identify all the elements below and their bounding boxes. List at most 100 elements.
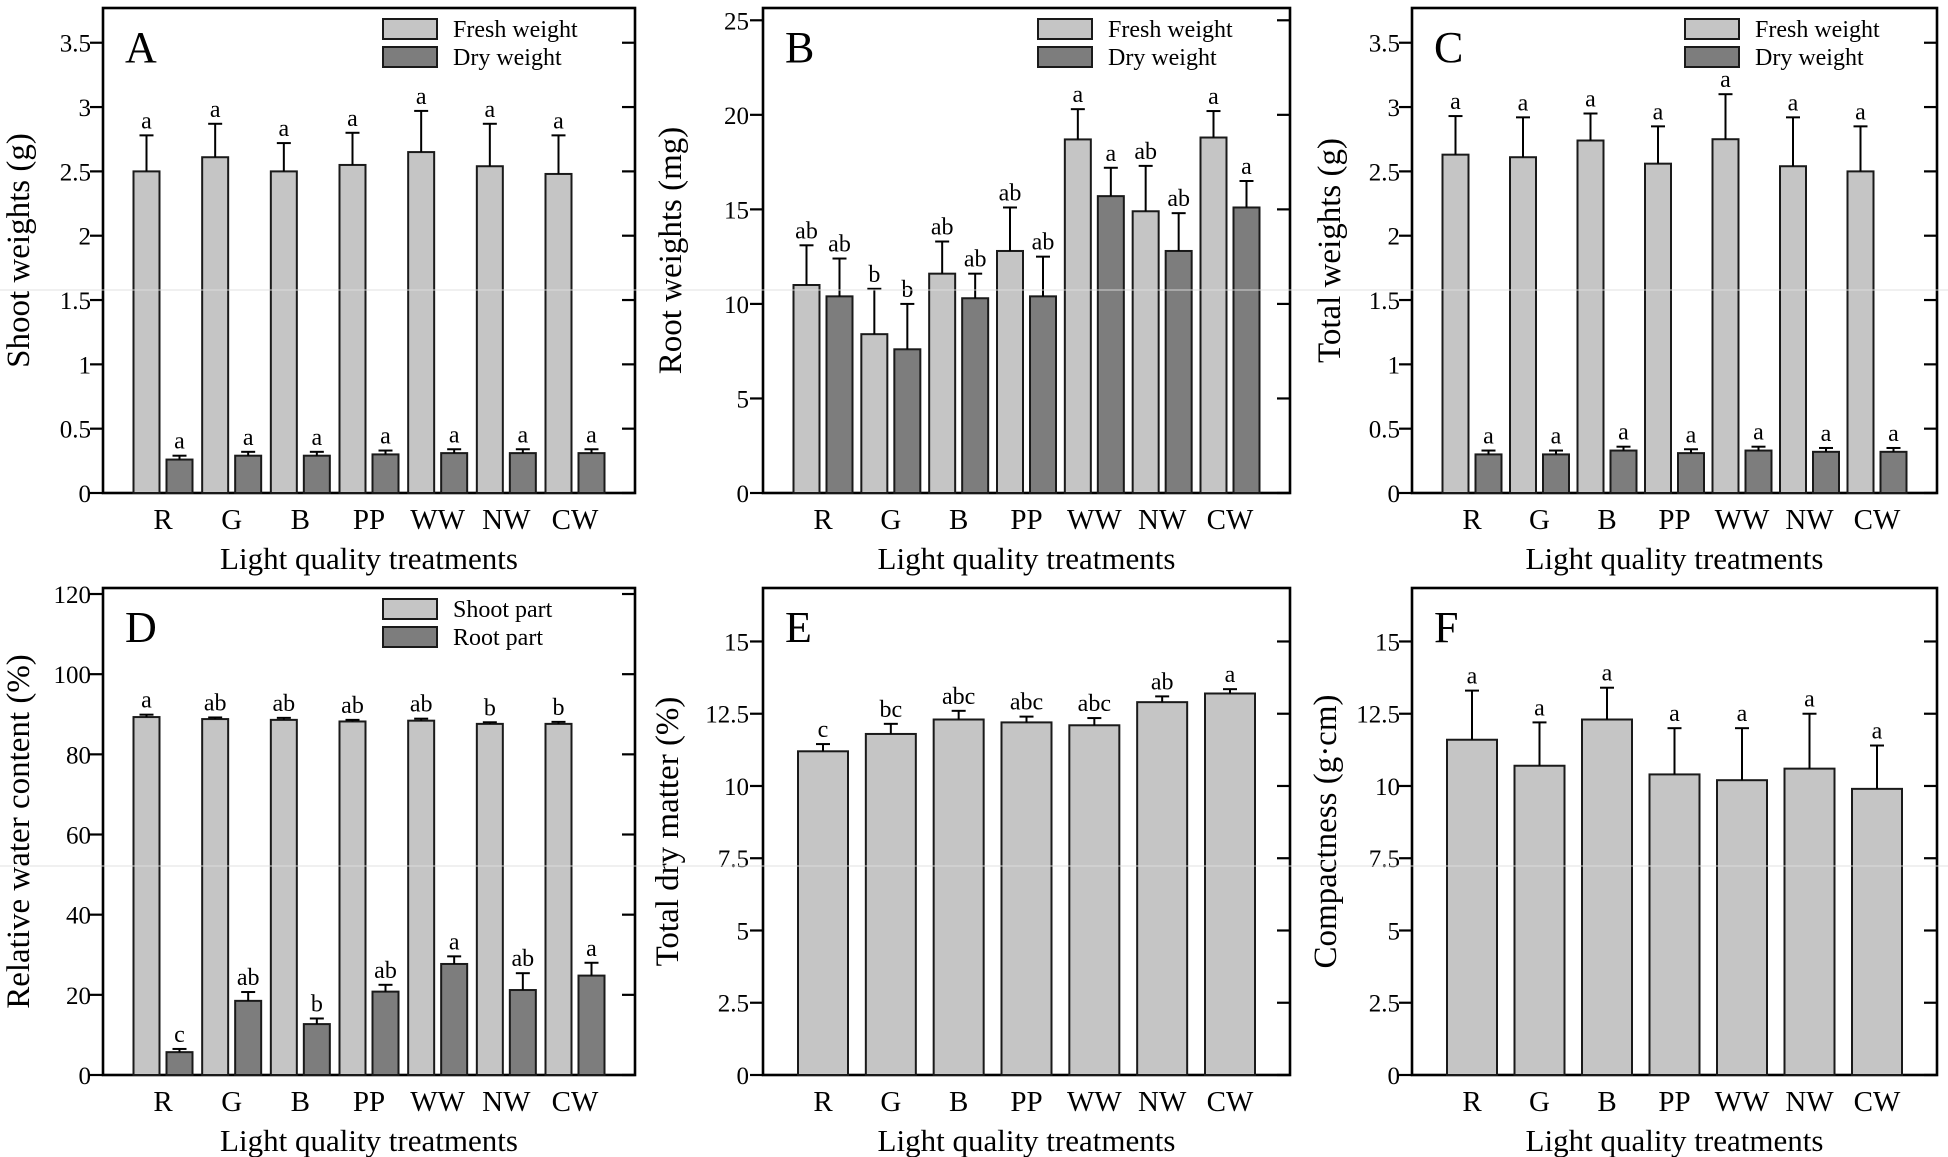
y-tick-label-F-5: 5	[1388, 918, 1401, 945]
bar-D-root-part-PP	[371, 990, 400, 1076]
bar-F-compactness-R	[1446, 738, 1498, 1076]
y-tick-label-C-1.5: 1.5	[1369, 288, 1400, 315]
y-tick-label-C-3: 3	[1388, 95, 1401, 122]
panel-letter-E: E	[785, 603, 812, 652]
x-category-label-E-WW: WW	[1067, 1086, 1122, 1118]
x-category-label-B-PP: PP	[1010, 504, 1042, 536]
y-tick-label-B-5: 5	[737, 386, 750, 413]
bar-A-dry-weight-B	[302, 454, 331, 495]
x-axis-title-E: Light quality treatments	[878, 1123, 1176, 1157]
sig-letter-B-WW-0: a	[1073, 82, 1084, 108]
x-axis-title-C: Light quality treatments	[1526, 541, 1824, 576]
sig-letter-A-R-1: a	[174, 429, 185, 455]
sig-letter-B-PP-1: ab	[1032, 230, 1055, 256]
x-axis-title-F: Light quality treatments	[1526, 1123, 1824, 1157]
y-axis-title-D: Relative water content (%)	[1, 654, 37, 1009]
sig-letter-F-R-0: a	[1467, 664, 1478, 690]
y-tick-label-A-1: 1	[79, 352, 92, 379]
x-category-label-D-NW: NW	[482, 1086, 531, 1118]
panel-letter-F: F	[1434, 603, 1458, 652]
bar-D-shoot-part-PP	[338, 720, 367, 1076]
sig-letter-B-B-1: ab	[964, 247, 987, 273]
sig-letter-A-NW-0: a	[485, 97, 496, 123]
sig-letter-C-G-0: a	[1518, 90, 1529, 116]
bar-C-dry-weight-G	[1542, 453, 1570, 494]
y-tick-label-A-0: 0	[79, 481, 92, 508]
sig-letter-F-NW-0: a	[1804, 687, 1815, 713]
bar-D-root-part-NW	[508, 989, 537, 1076]
bar-F-compactness-NW	[1783, 767, 1836, 1077]
sig-letter-C-WW-0: a	[1720, 67, 1731, 93]
bar-E-total-dry-matter-R	[797, 750, 849, 1077]
bar-F-compactness-WW	[1716, 779, 1768, 1076]
sig-letter-E-PP-0: abc	[1010, 690, 1043, 716]
sig-letter-D-B-1: b	[311, 991, 323, 1017]
sig-letter-A-WW-1: a	[449, 422, 460, 448]
bar-C-fresh-weight-CW	[1846, 170, 1875, 494]
bar-D-root-part-B	[302, 1023, 331, 1076]
x-category-label-E-NW: NW	[1138, 1086, 1187, 1118]
y-tick-label-F-0: 0	[1388, 1063, 1401, 1090]
bar-B-fresh-weight-NW	[1131, 210, 1160, 494]
sig-letter-F-CW-0: a	[1872, 719, 1883, 745]
x-category-label-E-CW: CW	[1207, 1086, 1254, 1118]
bar-A-dry-weight-G	[234, 454, 263, 495]
x-category-label-C-WW: WW	[1715, 504, 1770, 536]
bar-E-total-dry-matter-WW	[1068, 724, 1121, 1076]
x-category-label-C-R: R	[1462, 504, 1482, 536]
y-tick-label-B-0: 0	[737, 481, 750, 508]
sig-letter-A-CW-0: a	[553, 108, 564, 134]
legend-label-A-0: Fresh weight	[453, 17, 578, 43]
y-tick-label-F-12.5: 12.5	[1356, 702, 1400, 729]
bar-A-dry-weight-CW	[577, 452, 606, 494]
panel-letter-D: D	[125, 603, 157, 652]
bar-E-total-dry-matter-NW	[1136, 701, 1189, 1076]
sig-letter-B-WW-1: a	[1106, 141, 1117, 167]
sig-letter-C-PP-1: a	[1686, 422, 1697, 448]
sig-letter-D-PP-1: ab	[374, 958, 397, 984]
bar-D-shoot-part-R	[132, 716, 161, 1076]
x-category-label-F-CW: CW	[1854, 1086, 1901, 1118]
panel-letter-A: A	[125, 23, 157, 72]
bar-A-dry-weight-PP	[371, 453, 400, 494]
sig-letter-A-NW-1: a	[518, 422, 529, 448]
panel-letter-C: C	[1434, 23, 1463, 72]
bar-C-fresh-weight-R	[1441, 153, 1470, 494]
sig-letter-D-NW-1: ab	[512, 946, 535, 972]
bar-B-dry-weight-B	[961, 297, 990, 494]
sig-letter-C-B-0: a	[1585, 86, 1596, 112]
x-category-label-F-R: R	[1462, 1086, 1482, 1118]
x-category-label-B-CW: CW	[1207, 504, 1254, 536]
x-category-label-F-NW: NW	[1785, 1086, 1834, 1118]
y-tick-label-B-10: 10	[724, 292, 749, 319]
y-tick-label-E-15: 15	[724, 629, 749, 656]
sig-letter-D-CW-1: a	[586, 936, 597, 962]
y-tick-label-D-80: 80	[66, 742, 91, 769]
y-tick-label-F-10: 10	[1375, 774, 1400, 801]
x-category-label-D-PP: PP	[353, 1086, 385, 1118]
y-tick-label-D-20: 20	[66, 983, 91, 1010]
y-tick-label-C-1: 1	[1388, 352, 1401, 379]
bar-D-shoot-part-B	[269, 718, 298, 1076]
sig-letter-B-NW-0: ab	[1134, 139, 1157, 165]
sig-letter-D-PP-0: ab	[341, 693, 364, 719]
bar-B-dry-weight-PP	[1029, 295, 1057, 494]
x-category-label-A-NW: NW	[482, 504, 531, 536]
bar-C-dry-weight-PP	[1677, 452, 1705, 494]
y-tick-label-D-100: 100	[54, 662, 92, 689]
y-tick-label-C-0: 0	[1388, 481, 1401, 508]
bar-C-fresh-weight-B	[1576, 139, 1605, 495]
bar-B-fresh-weight-R	[792, 284, 821, 494]
x-category-label-C-PP: PP	[1658, 504, 1690, 536]
bar-B-fresh-weight-CW	[1199, 136, 1228, 494]
sig-letter-A-G-1: a	[243, 425, 254, 451]
sig-letter-A-G-0: a	[210, 97, 221, 123]
sig-letter-C-R-1: a	[1483, 424, 1494, 450]
bar-F-compactness-G	[1513, 764, 1566, 1077]
y-tick-label-D-60: 60	[66, 823, 91, 850]
bar-A-fresh-weight-WW	[407, 151, 436, 495]
sig-letter-A-CW-1: a	[586, 422, 597, 448]
legend-swatch-C-dark-icon	[1684, 46, 1740, 68]
y-axis-title-B: Root weights (mg)	[653, 127, 689, 374]
